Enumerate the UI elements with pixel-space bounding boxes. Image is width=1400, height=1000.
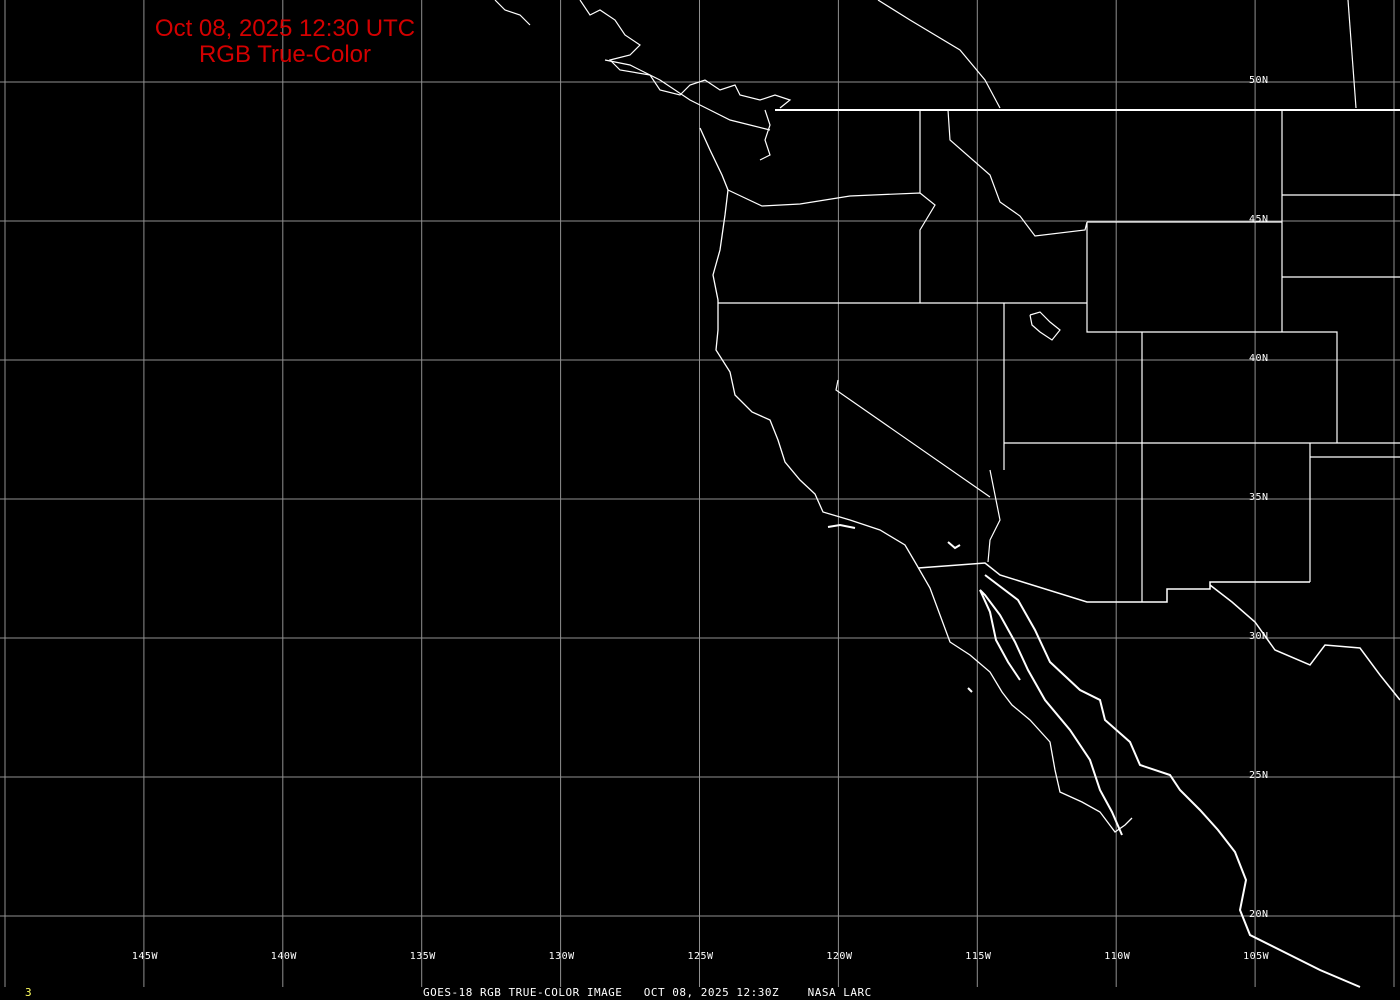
id-mt-border xyxy=(947,109,1142,333)
canada-coast xyxy=(494,0,531,26)
channel-islands xyxy=(827,523,856,529)
mexico-mainland-coast xyxy=(984,574,1361,988)
longitude-label: 145W xyxy=(131,951,158,962)
longitude-label: 130W xyxy=(548,951,575,962)
longitude-label: 105W xyxy=(1243,951,1270,962)
latitude-label: 40N xyxy=(1249,353,1269,364)
longitude-label: 135W xyxy=(409,951,436,962)
mexico-gulf-coast xyxy=(1209,584,1400,701)
longitude-label: 140W xyxy=(270,951,297,962)
longitude-label: 115W xyxy=(965,951,992,962)
vancouver-island xyxy=(604,59,771,131)
longitude-label: 120W xyxy=(826,951,853,962)
map-title-product: RGB True-Color xyxy=(198,41,372,68)
latitude-label: 30N xyxy=(1249,631,1269,642)
latitude-label: 50N xyxy=(1249,75,1269,86)
canada-coast-2 xyxy=(579,0,792,109)
ca-nv-border xyxy=(835,379,991,498)
baja-islands xyxy=(967,687,973,693)
latitude-label: 35N xyxy=(1249,492,1269,503)
image-caption: GOES-18 RGB TRUE-COLOR IMAGE OCT 08, 202… xyxy=(423,986,872,999)
latitude-label: 45N xyxy=(1249,214,1269,225)
map-title-datetime: Oct 08, 2025 12:30 UTC xyxy=(154,15,416,42)
salton-sea xyxy=(947,541,961,550)
puget-sound xyxy=(759,109,771,161)
wa-or-border xyxy=(727,189,936,303)
us-west-coast xyxy=(699,127,1133,833)
co-border xyxy=(1142,331,1338,443)
coastlines-and-borders xyxy=(494,0,1400,988)
latitude-label: 25N xyxy=(1249,770,1269,781)
bc-alberta-border xyxy=(877,0,1001,109)
frame-number: 3 xyxy=(25,986,32,999)
baja-east-coast xyxy=(979,589,1123,836)
colorado-river xyxy=(987,469,1001,563)
latitude-label: 20N xyxy=(1249,909,1269,920)
alberta-sask-border xyxy=(1347,0,1357,109)
longitude-label: 125W xyxy=(687,951,714,962)
us-mexico-border xyxy=(917,562,1310,603)
great-salt-lake xyxy=(1029,311,1061,341)
longitude-label: 110W xyxy=(1104,951,1131,962)
